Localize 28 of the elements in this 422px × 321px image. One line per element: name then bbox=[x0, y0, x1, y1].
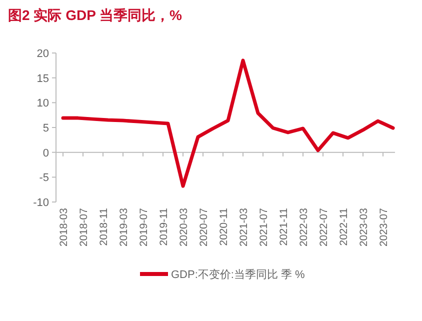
x-tick-label: 2020-07 bbox=[198, 208, 210, 247]
x-tick-label: 2020-03 bbox=[178, 208, 190, 247]
legend: GDP:不变价:当季同比 季 % bbox=[140, 269, 305, 281]
line-series bbox=[61, 58, 395, 188]
x-tick-label: 2021-07 bbox=[258, 208, 270, 247]
x-tick-label: 2023-03 bbox=[358, 208, 370, 247]
x-tick-label: 2018-07 bbox=[78, 208, 90, 247]
y-tick-label: 15 bbox=[36, 72, 49, 85]
y-tick-label: 10 bbox=[36, 98, 49, 110]
x-tick-label: 2022-07 bbox=[318, 208, 330, 247]
x-tick-label: 2020-11 bbox=[218, 208, 230, 246]
y-tick-label: 5 bbox=[42, 122, 49, 134]
x-tick-label: 2018-11 bbox=[98, 208, 110, 246]
x-tick-label: 2019-11 bbox=[158, 208, 170, 246]
x-tick-label: 2018-03 bbox=[58, 208, 70, 247]
x-tick-label: 2019-07 bbox=[138, 208, 150, 247]
legend-label: GDP:不变价:当季同比 季 % bbox=[171, 268, 306, 281]
y-tick-label: 0 bbox=[42, 147, 49, 160]
chart-title: 图2 实际 GDP 当季同比，% bbox=[8, 7, 183, 23]
y-tick-label: 20 bbox=[36, 48, 49, 60]
x-tick-label: 2021-11 bbox=[278, 208, 290, 246]
y-tick-label: -5 bbox=[39, 172, 49, 184]
x-tick-label: 2023-07 bbox=[378, 208, 390, 247]
y-tick-label: -10 bbox=[33, 197, 49, 209]
x-tick-label: 2022-11 bbox=[338, 208, 350, 246]
x-tick-label: 2021-03 bbox=[238, 208, 250, 247]
x-tick-label: 2019-03 bbox=[118, 208, 130, 247]
x-tick-label: 2022-03 bbox=[298, 208, 310, 247]
